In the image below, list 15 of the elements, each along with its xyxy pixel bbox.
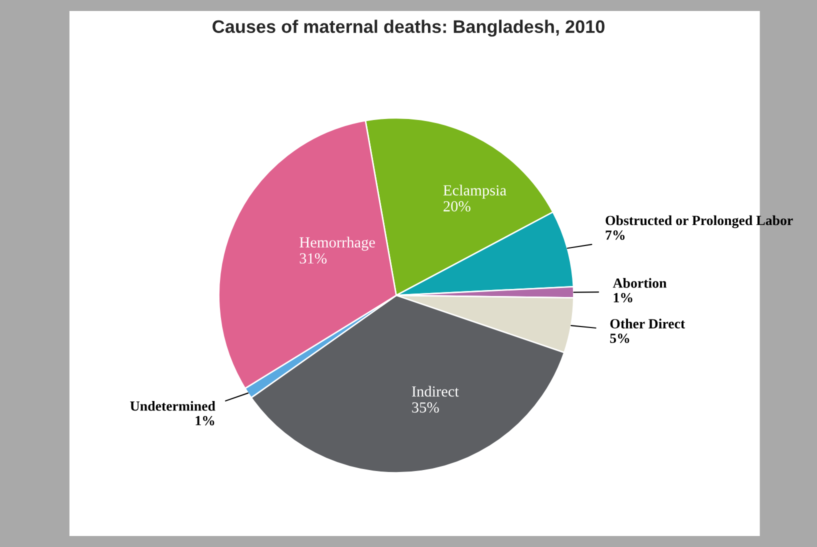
data-label: 31%	[300, 253, 327, 264]
slice-label: Undetermined	[130, 401, 216, 411]
slice-label: Hemorrhage	[300, 236, 375, 251]
data-label: 5%	[610, 334, 630, 344]
data-label: 35%	[412, 402, 439, 413]
data-label: 1%	[614, 292, 632, 302]
slice-label: Indirect	[412, 386, 459, 397]
slice-label: Eclampsia	[443, 184, 506, 199]
data-label: 1%	[196, 416, 214, 426]
slice-label: Other Direct	[610, 318, 686, 328]
data-label: 20%	[444, 201, 470, 212]
slice-label: Obstructed or Prolonged Labor	[606, 215, 793, 228]
slice-label: Abortion	[612, 278, 667, 288]
data-label: 7%	[606, 230, 625, 240]
chart-title: Causes of maternal deaths: Bangladesh, 2010	[212, 20, 604, 37]
